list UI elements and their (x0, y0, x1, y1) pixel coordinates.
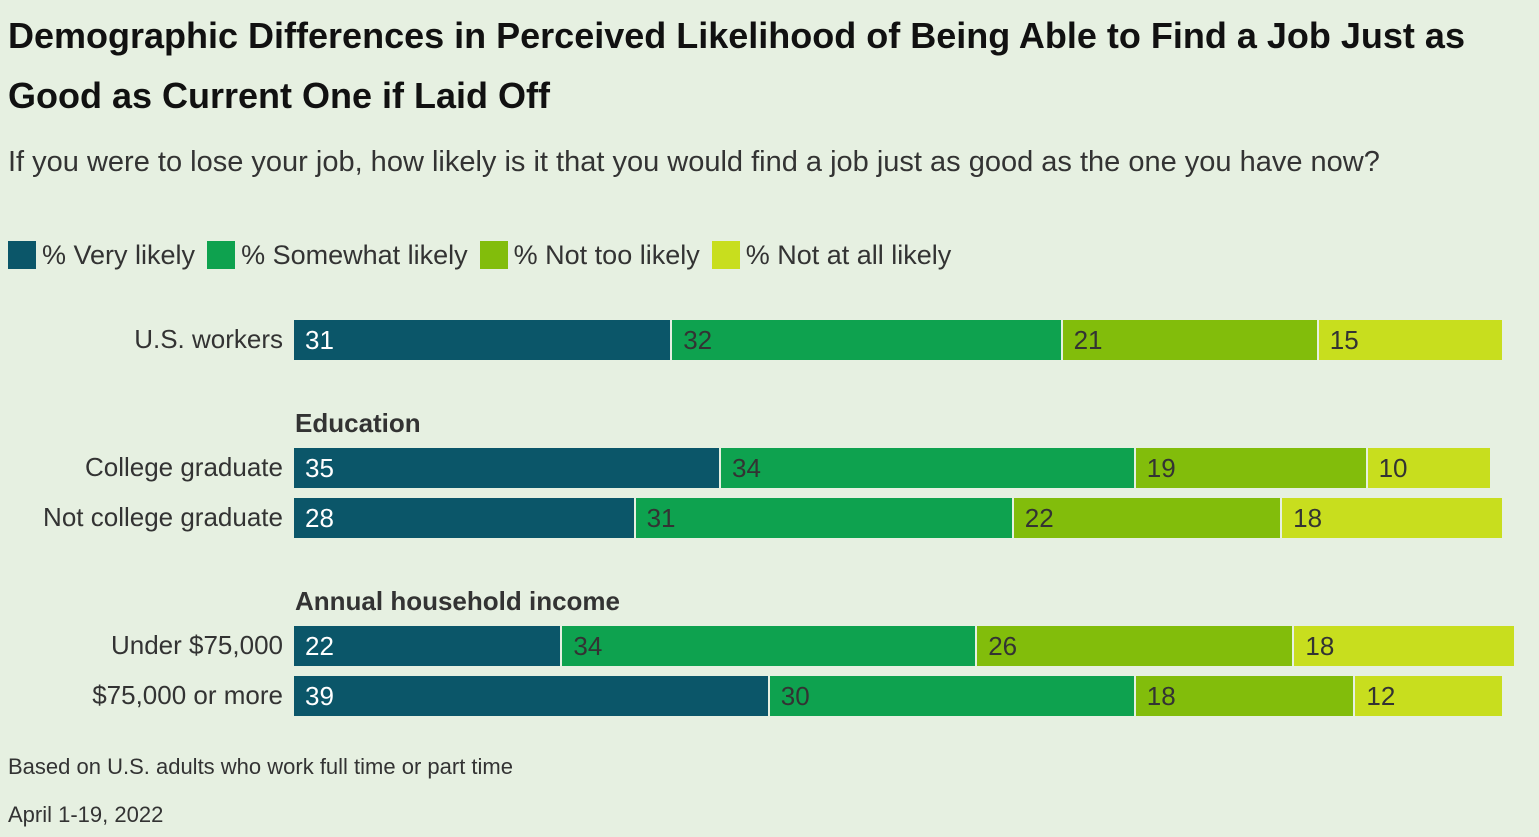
legend-swatch-very-likely (8, 241, 36, 269)
stacked-bar: 39 30 18 12 (294, 676, 1502, 716)
bar-segment-not-at-all-likely: 18 (1282, 498, 1502, 538)
group-heading: Education (295, 408, 421, 438)
bar-segment-not-too-likely: 22 (1013, 498, 1283, 538)
bar-segment-not-too-likely: 18 (1135, 676, 1356, 716)
footnote-date: April 1-19, 2022 (8, 802, 164, 827)
bar-segment-somewhat-likely: 34 (562, 626, 978, 666)
legend-item-somewhat-likely: % Somewhat likely (207, 240, 468, 271)
stacked-bar: 28 31 22 18 (294, 498, 1502, 538)
bar-segment-somewhat-likely: 31 (635, 498, 1014, 538)
bar-segment-very-likely: 39 (294, 676, 770, 716)
legend-label-not-at-all-likely: % Not at all likely (745, 239, 952, 270)
legend: % Very likely % Somewhat likely % Not to… (8, 240, 963, 270)
row-label: U.S. workers (134, 324, 283, 354)
stacked-bar: 35 34 19 10 (294, 448, 1490, 488)
bar-segment-very-likely: 28 (294, 498, 636, 538)
stacked-bar: 22 34 26 18 (294, 626, 1514, 666)
row-label: Not college graduate (43, 502, 283, 532)
bar-segment-not-at-all-likely: 12 (1355, 676, 1502, 716)
bar-segment-not-at-all-likely: 18 (1294, 626, 1514, 666)
group-heading: Annual household income (295, 586, 621, 616)
legend-label-very-likely: % Very likely (42, 239, 196, 270)
legend-item-not-too-likely: % Not too likely (479, 239, 700, 271)
bar-segment-somewhat-likely: 32 (672, 320, 1063, 360)
legend-swatch-somewhat-likely (207, 241, 236, 269)
legend-swatch-not-too-likely (479, 241, 508, 269)
legend-item-not-at-all-likely: % Not at all likely (711, 239, 952, 271)
footnote-base: Based on U.S. adults who work full time … (8, 754, 513, 779)
legend-label-not-too-likely: % Not too likely (513, 239, 700, 270)
bar-segment-somewhat-likely: 30 (769, 676, 1136, 716)
bar-segment-very-likely: 31 (294, 320, 673, 360)
row-label: $75,000 or more (92, 680, 283, 710)
bar-segment-not-at-all-likely: 10 (1367, 448, 1490, 488)
row-label: Under $75,000 (110, 630, 283, 660)
bar-segment-not-too-likely: 21 (1062, 320, 1319, 360)
bar-segment-not-too-likely: 19 (1135, 448, 1368, 488)
bar-segment-very-likely: 35 (294, 448, 721, 488)
bar-segment-somewhat-likely: 34 (721, 448, 1136, 488)
legend-swatch-not-at-all-likely (711, 241, 740, 269)
chart-subtitle: If you were to lose your job, how likely… (8, 146, 1380, 178)
bar-segment-not-at-all-likely: 15 (1318, 320, 1502, 360)
bar-segment-not-too-likely: 26 (977, 626, 1295, 666)
legend-item-very-likely: % Very likely (8, 240, 195, 271)
bar-segment-very-likely: 22 (294, 626, 563, 666)
legend-label-somewhat-likely: % Somewhat likely (241, 239, 468, 270)
row-label: College graduate (84, 452, 283, 482)
chart-title: Demographic Differences in Perceived Lik… (8, 15, 1465, 116)
stacked-bar: 31 32 21 15 (294, 320, 1502, 360)
